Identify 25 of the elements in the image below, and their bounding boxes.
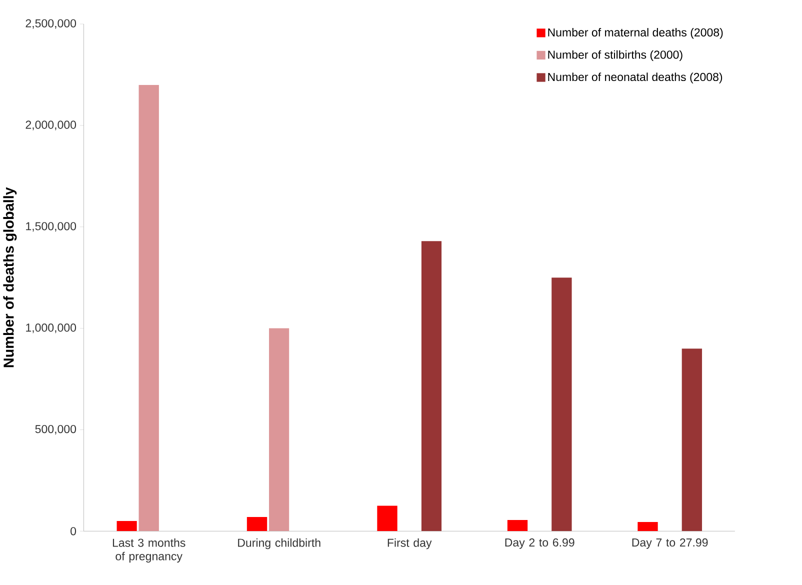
y-tick-label: 1,000,000 (26, 324, 76, 334)
y-tick-label: 2,000,000 (26, 120, 76, 130)
y-axis-title: Number of deaths globally (3, 187, 17, 368)
y-tick-label: 500,000 (35, 424, 76, 435)
bar (507, 520, 528, 532)
x-tick-label: Last 3 months of pregnancy (112, 538, 186, 563)
bar (138, 84, 159, 532)
bar (377, 506, 398, 532)
y-tick-label: 2,500,000 (26, 19, 76, 29)
x-tick-label: Day 7 to 27.99 (632, 538, 708, 549)
bar (552, 278, 572, 532)
legend-label: Number of stilbirths (2000) (548, 50, 682, 62)
bar (246, 516, 268, 532)
bar (682, 348, 702, 532)
x-tick-label: First day (388, 538, 432, 550)
x-tick-label: During childbirth (238, 538, 320, 550)
bar (116, 521, 137, 532)
bar (421, 241, 442, 532)
y-tick-label: 1,500,000 (26, 222, 76, 232)
legend-label: Number of neonatal deaths (2008) (548, 72, 722, 84)
legend-label: Number of maternal deaths (2008) (548, 28, 723, 39)
bar (269, 328, 290, 532)
bar (638, 522, 658, 532)
x-tick-label: Day 2 to 6.99 (505, 538, 574, 549)
y-tick-label: 0 (70, 527, 76, 536)
